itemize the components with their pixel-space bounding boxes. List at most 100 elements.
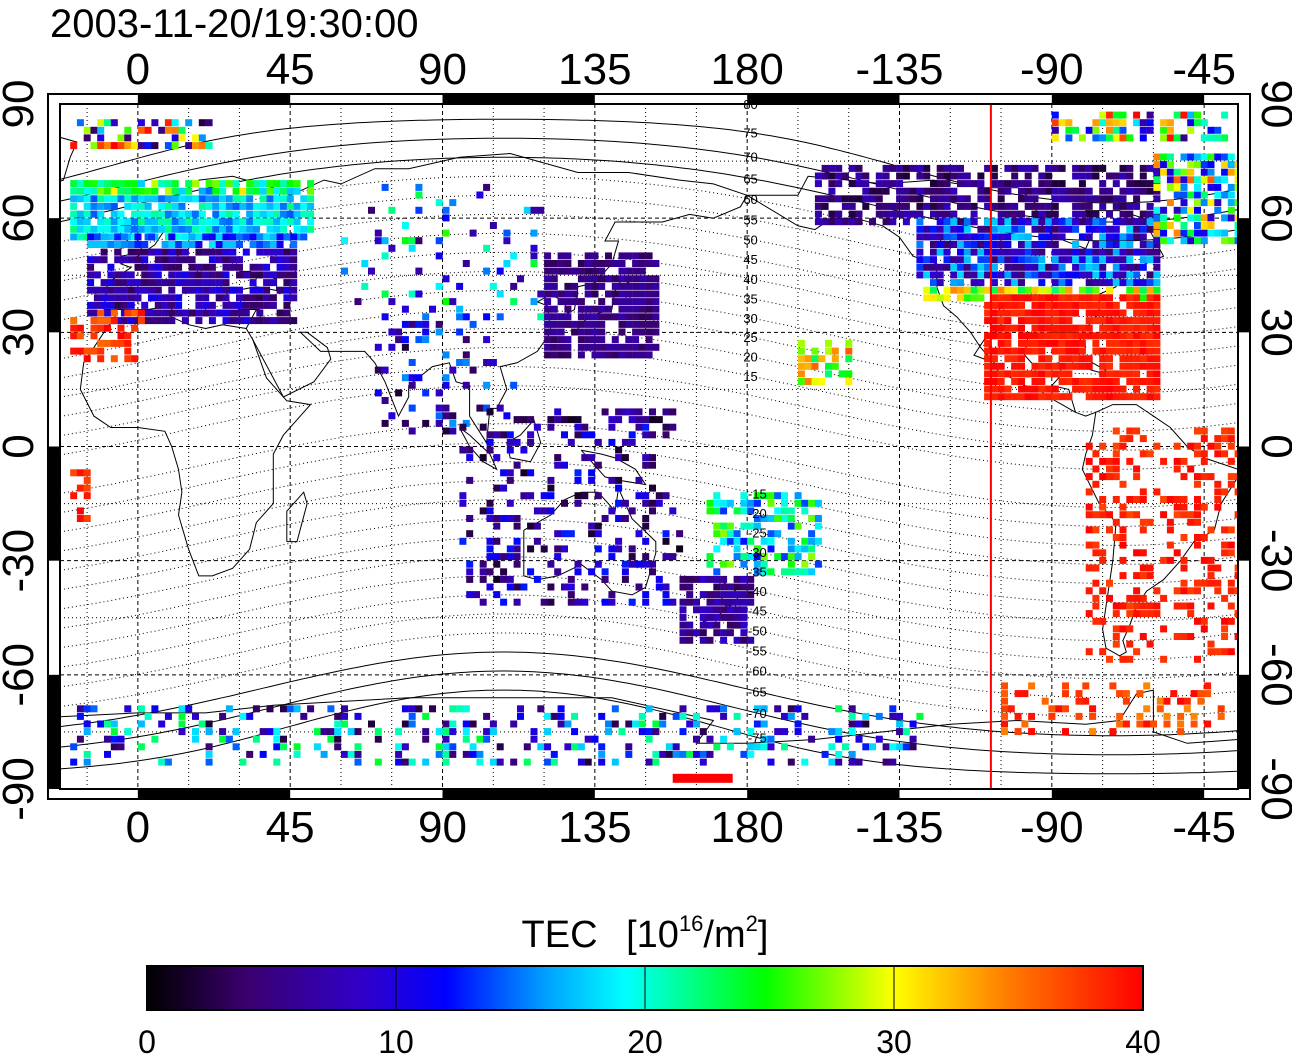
tec-cell (276, 317, 284, 325)
tec-cell (1051, 180, 1059, 188)
tec-cell (1031, 225, 1039, 233)
tec-cell (1139, 263, 1147, 271)
tec-cell (479, 454, 487, 462)
tec-cell (222, 271, 230, 279)
tec-cell (401, 343, 409, 351)
tec-cell (1024, 233, 1032, 241)
tec-cell (401, 720, 409, 728)
tec-cell (957, 248, 964, 256)
tec-cell (642, 560, 650, 568)
tec-cell (794, 568, 802, 576)
tec-cell (1078, 362, 1086, 370)
tec-cell (185, 187, 193, 195)
tec-cell (1018, 309, 1025, 317)
tec-cell (293, 210, 301, 218)
tec-cell (547, 484, 555, 492)
left-latitude-tick: 60 (0, 194, 43, 243)
tec-cell (564, 720, 572, 728)
tec-cell (117, 339, 125, 347)
tec-cell (1058, 187, 1066, 195)
tec-cell (107, 241, 115, 248)
tec-cell (205, 758, 213, 766)
tec-cell (1092, 465, 1100, 473)
tec-cell (1177, 728, 1185, 736)
tec-cell (787, 522, 795, 530)
tec-cell (1146, 378, 1154, 385)
tec-cell (841, 218, 849, 226)
tec-cell (1153, 248, 1161, 256)
tec-cell (740, 492, 748, 500)
tec-cell (990, 286, 998, 294)
tec-cell (1045, 172, 1053, 180)
tec-cell (1112, 126, 1120, 134)
tec-cell (767, 743, 775, 751)
tec-cell (835, 758, 843, 766)
border-bar (1238, 674, 1250, 789)
tec-cell (1207, 556, 1215, 564)
tec-cell (154, 263, 162, 271)
tec-cell (239, 195, 247, 203)
tec-cell (1085, 172, 1093, 180)
tec-cell (916, 218, 924, 226)
tec-cell (1085, 332, 1093, 340)
tec-cell (1146, 248, 1154, 256)
tec-cell (1187, 633, 1195, 640)
tec-cell (1221, 633, 1229, 640)
tec-cell (1153, 187, 1161, 195)
tec-cell (195, 271, 203, 279)
tec-cell (273, 180, 281, 188)
tec-cell (1045, 233, 1053, 241)
tec-cell (655, 575, 663, 583)
tec-cell (1119, 511, 1127, 519)
tec-cell (574, 568, 582, 576)
tec-cell (462, 359, 470, 366)
tec-cell (625, 275, 633, 283)
tec-cell (208, 317, 216, 325)
tec-cell (449, 199, 457, 207)
tec-cell (388, 328, 396, 336)
tec-cell (1153, 587, 1161, 595)
tec-cell (158, 180, 166, 188)
tec-cell (70, 469, 78, 477)
tec-cell (997, 233, 1005, 241)
tec-cell (137, 202, 145, 210)
tec-cell (676, 545, 684, 553)
tec-cell (591, 252, 599, 260)
tec-cell (76, 187, 84, 195)
tec-cell (429, 305, 436, 313)
tec-cell (1153, 301, 1161, 309)
tec-cell (875, 195, 883, 203)
tec-cell (286, 218, 294, 226)
tec-cell (1146, 119, 1154, 127)
tec-cell (693, 606, 700, 614)
tec-cell (618, 305, 626, 313)
tec-cell (178, 712, 186, 720)
tec-cell (1011, 233, 1019, 241)
tec-cell (422, 419, 430, 427)
tec-cell (1194, 153, 1201, 161)
tec-cell (1160, 594, 1168, 602)
tec-cell (120, 286, 128, 294)
tec-cell (1065, 225, 1073, 233)
tec-cell (76, 712, 84, 720)
tec-cell (1194, 111, 1201, 119)
tec-cell (841, 172, 849, 180)
tec-cell (1018, 180, 1025, 188)
tec-cell (615, 416, 623, 424)
tec-cell (493, 431, 501, 439)
tec-cell (557, 328, 565, 336)
tec-cell (950, 279, 958, 287)
tec-cell (1106, 134, 1113, 142)
tec-cell (990, 202, 998, 210)
tec-cell (990, 218, 998, 226)
tec-cell (1200, 450, 1208, 458)
tec-cell (567, 598, 575, 606)
tec-cell (1227, 526, 1235, 534)
tec-cell (598, 320, 606, 328)
tec-cell (1112, 370, 1120, 378)
tec-cell (208, 248, 216, 256)
tec-cell (249, 294, 257, 302)
tec-cell (875, 202, 883, 210)
tec-cell (401, 374, 409, 382)
tec-cell (90, 187, 98, 195)
